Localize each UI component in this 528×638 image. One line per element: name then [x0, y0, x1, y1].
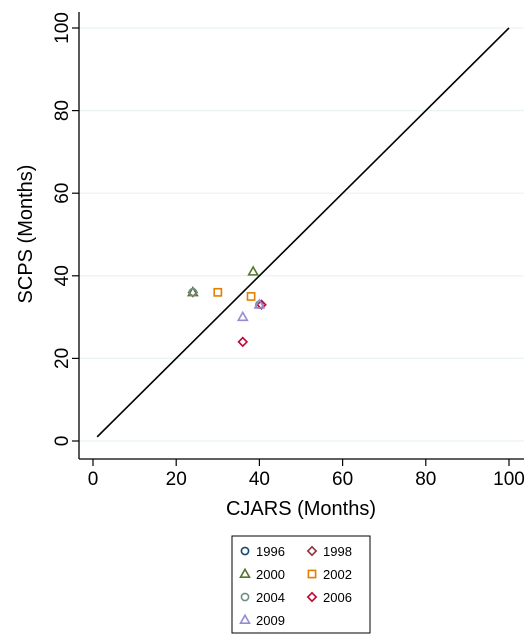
y-tick-label: 80 [52, 100, 73, 121]
gridlines [79, 27, 524, 442]
data-point-2009 [236, 310, 249, 322]
legend-label-1996: 1996 [256, 544, 285, 559]
legend-label-2006: 2006 [323, 590, 352, 605]
legend-label-2004: 2004 [256, 590, 285, 605]
data-point-2002 [246, 292, 256, 301]
x-tick-label: 40 [249, 469, 270, 490]
data-point-2006 [256, 299, 267, 311]
legend-marker-2006 [306, 591, 318, 603]
data-points [186, 265, 267, 348]
x-tick-label: 60 [332, 469, 353, 490]
x-axis-title: CJARS (Months) [226, 498, 376, 520]
x-tick-label: 100 [493, 469, 525, 490]
data-point-2004 [188, 287, 198, 297]
legend-marker-2000 [239, 567, 251, 579]
legend-label-1998: 1998 [323, 544, 352, 559]
legend-marker-2002 [307, 569, 317, 579]
y-tick-label: 40 [52, 265, 73, 286]
legend-label-2002: 2002 [323, 567, 352, 582]
diagonal-reference-line [96, 27, 510, 438]
axis-ticks: 0 20 40 60 80 100 0 20 40 60 80 100 [52, 12, 525, 490]
x-tick-label: 0 [88, 469, 99, 490]
y-tick-label: 20 [52, 348, 73, 369]
data-point-2000 [247, 265, 260, 276]
data-point-2009 [253, 298, 266, 309]
legend-label-2000: 2000 [256, 567, 285, 582]
data-point-2006 [237, 336, 249, 348]
reference-line [96, 27, 510, 438]
legend-marker-2009 [239, 613, 251, 625]
legend-box [231, 535, 371, 634]
legend-marker-2004 [240, 592, 250, 602]
y-tick-label: 0 [52, 436, 73, 447]
legend-label-2009: 2009 [256, 613, 285, 628]
legend-marker-1996 [240, 546, 250, 556]
data-point-2002 [213, 287, 223, 297]
x-tick-label: 20 [166, 469, 187, 490]
legend: 1996 1998 2000 2002 2004 2006 2009 [231, 535, 371, 634]
y-tick-label: 100 [52, 12, 73, 44]
y-axis-title: SCPS (Months) [15, 165, 37, 304]
y-tick-label: 60 [52, 183, 73, 204]
x-tick-label: 80 [415, 469, 436, 490]
legend-marker-1998 [306, 545, 318, 557]
